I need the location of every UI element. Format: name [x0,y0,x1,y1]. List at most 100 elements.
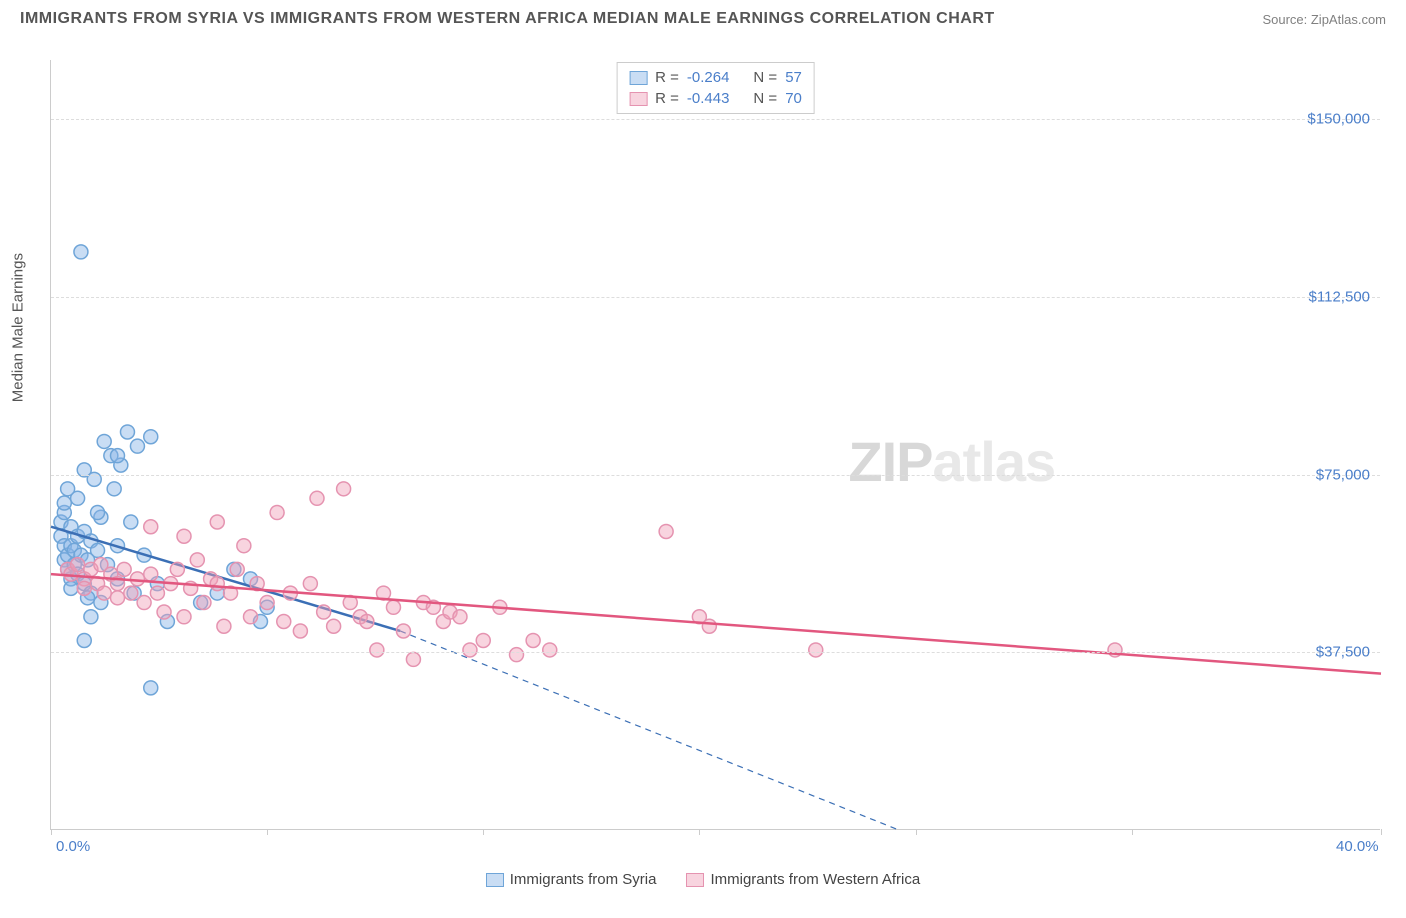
scatter-point-wafrica [111,591,125,605]
x-tick [51,829,52,835]
scatter-point-wafrica [157,605,171,619]
scatter-point-wafrica [177,529,191,543]
scatter-point-syria [74,245,88,259]
scatter-point-wafrica [71,558,85,572]
scatter-point-syria [91,543,105,557]
scatter-point-wafrica [303,577,317,591]
scatter-point-wafrica [360,615,374,629]
scatter-point-wafrica [230,562,244,576]
scatter-point-wafrica [260,596,274,610]
scatter-point-wafrica [177,610,191,624]
chart-title: IMMIGRANTS FROM SYRIA VS IMMIGRANTS FROM… [20,10,995,28]
scatter-point-wafrica [244,610,258,624]
r-label: R = [655,69,679,86]
scatter-point-wafrica [370,643,384,657]
scatter-point-wafrica [337,482,351,496]
scatter-point-wafrica [97,586,111,600]
swatch-icon [629,71,647,85]
legend-label: Immigrants from Syria [510,871,657,888]
x-tick [267,829,268,835]
scatter-point-wafrica [310,491,324,505]
scatter-point-wafrica [809,643,823,657]
scatter-point-wafrica [150,586,164,600]
scatter-point-wafrica [210,577,224,591]
scatter-point-wafrica [510,648,524,662]
scatter-point-wafrica [144,567,158,581]
r-label: R = [655,90,679,107]
scatter-point-wafrica [144,520,158,534]
gridline [51,652,1380,653]
source-label: Source: ZipAtlas.com [1262,12,1386,27]
legend-item-wafrica: Immigrants from Western Africa [686,871,920,888]
scatter-point-wafrica [453,610,467,624]
scatter-point-wafrica [463,643,477,657]
y-tick-label: $75,000 [1316,466,1370,483]
stats-row-syria: R = -0.264 N = 57 [629,67,802,88]
scatter-point-wafrica [543,643,557,657]
scatter-point-wafrica [190,553,204,567]
scatter-point-wafrica [526,633,540,647]
scatter-point-wafrica [476,633,490,647]
y-tick-label: $150,000 [1307,111,1370,128]
scatter-point-wafrica [197,596,211,610]
scatter-point-wafrica [77,581,91,595]
scatter-point-wafrica [293,624,307,638]
scatter-point-wafrica [659,524,673,538]
scatter-point-wafrica [270,506,284,520]
x-tick [1132,829,1133,835]
x-tick [1381,829,1382,835]
x-tick [916,829,917,835]
series-legend: Immigrants from Syria Immigrants from Wes… [0,871,1406,888]
n-label: N = [753,90,777,107]
stats-legend: R = -0.264 N = 57 R = -0.443 N = 70 [616,62,815,114]
swatch-icon [629,92,647,106]
x-tick-label-max: 40.0% [1336,838,1379,855]
scatter-point-wafrica [237,539,251,553]
scatter-point-wafrica [386,600,400,614]
scatter-point-syria [144,430,158,444]
scatter-point-syria [84,610,98,624]
chart-area: ZIPatlas R =-0.264N =57R =-0.443N =70 $3… [50,60,1380,830]
n-value: 57 [785,69,802,86]
swatch-icon [686,873,704,887]
scatter-point-wafrica [210,515,224,529]
scatter-point-syria [111,449,125,463]
scatter-point-syria [97,434,111,448]
scatter-point-syria [91,506,105,520]
scatter-point-syria [71,491,85,505]
n-value: 70 [785,90,802,107]
scatter-point-wafrica [117,562,131,576]
legend-label: Immigrants from Western Africa [710,871,920,888]
legend-item-syria: Immigrants from Syria [486,871,657,888]
x-tick-label-min: 0.0% [56,838,90,918]
r-value: -0.443 [687,90,730,107]
scatter-point-syria [64,581,78,595]
scatter-point-syria [77,633,91,647]
scatter-point-wafrica [317,605,331,619]
stats-row-wafrica: R = -0.443 N = 70 [629,88,802,109]
y-tick-label: $37,500 [1316,644,1370,661]
swatch-icon [486,873,504,887]
r-value: -0.264 [687,69,730,86]
scatter-point-wafrica [702,619,716,633]
scatter-point-wafrica [130,572,144,586]
gridline [51,297,1380,298]
scatter-point-wafrica [277,615,291,629]
scatter-point-wafrica [217,619,231,633]
plot-svg [51,60,1380,829]
y-tick-label: $112,500 [1309,288,1370,305]
x-tick [699,829,700,835]
n-label: N = [753,69,777,86]
scatter-point-wafrica [406,652,420,666]
y-axis-label: Median Male Earnings [10,253,27,402]
scatter-point-wafrica [396,624,410,638]
scatter-point-wafrica [170,562,184,576]
scatter-point-wafrica [124,586,138,600]
scatter-point-syria [144,681,158,695]
regression-extrapolation-syria [400,631,899,830]
gridline [51,119,1380,120]
scatter-point-syria [120,425,134,439]
gridline [51,475,1380,476]
x-tick [483,829,484,835]
scatter-point-syria [107,482,121,496]
